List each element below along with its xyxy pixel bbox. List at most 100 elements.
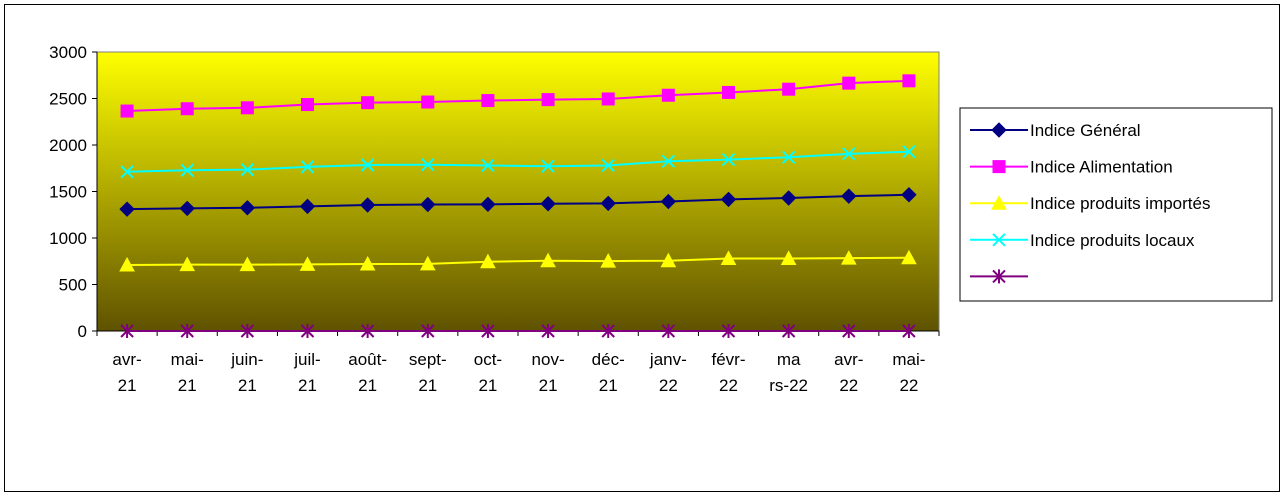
x-tick-label: nov-21: [532, 350, 565, 395]
data-point: [120, 104, 134, 118]
data-point: [481, 94, 495, 108]
data-point: [480, 253, 496, 269]
data-point: [301, 98, 314, 112]
legend-label: Indice produits importés: [1030, 194, 1210, 213]
data-point: [661, 154, 676, 168]
series-line: [127, 150, 909, 173]
series-line: [127, 256, 909, 266]
legend-marker: [992, 269, 1006, 284]
data-point: [781, 324, 796, 338]
data-point: [421, 324, 435, 338]
data-point: [660, 252, 677, 268]
series-1: [120, 74, 916, 118]
y-tick-label: 1000: [49, 229, 87, 248]
plot-area: [96, 51, 940, 332]
data-point: [480, 196, 496, 213]
series-line: [127, 193, 909, 211]
data-point: [721, 324, 736, 338]
y-tick-label: 1500: [49, 183, 87, 202]
series-3: [120, 144, 916, 179]
data-point: [601, 92, 615, 106]
data-point: [421, 158, 435, 172]
data-point: [541, 93, 555, 107]
data-point: [721, 152, 736, 167]
legend-item: Indice Alimentation: [970, 158, 1173, 177]
data-point: [720, 191, 737, 208]
data-point: [841, 188, 857, 204]
data-point: [361, 96, 375, 110]
legend-item: [970, 269, 1028, 284]
data-point: [722, 85, 735, 99]
data-point: [842, 76, 856, 90]
data-point: [720, 250, 737, 265]
data-point: [180, 324, 194, 338]
x-tick-label: avr-21: [112, 350, 141, 395]
data-point: [481, 324, 495, 338]
data-point: [180, 102, 194, 116]
data-point: [540, 196, 556, 212]
y-tick-label: 500: [59, 276, 87, 295]
data-point: [842, 147, 856, 161]
data-point: [179, 256, 196, 272]
data-point: [541, 159, 555, 173]
x-tick-label: mai-21: [171, 350, 204, 395]
data-point: [120, 165, 134, 179]
data-point: [300, 324, 315, 338]
data-point: [240, 324, 255, 338]
data-point: [239, 200, 256, 216]
legend-marker: [991, 122, 1007, 138]
x-tick-label: mai-22: [892, 350, 925, 395]
legend-marker: [991, 195, 1007, 210]
legend: Indice Général Indice Alimentation Indice …: [959, 107, 1273, 302]
y-tick-label: 2000: [49, 136, 87, 155]
data-point: [661, 324, 676, 338]
data-point: [359, 255, 376, 271]
data-point: [481, 158, 495, 173]
series-0: [119, 187, 917, 217]
data-point: [600, 195, 616, 212]
series-2: [119, 249, 917, 272]
data-point: [179, 200, 195, 217]
data-point: [299, 256, 316, 271]
data-point: [300, 160, 315, 174]
data-point: [601, 158, 615, 173]
data-point: [842, 324, 856, 338]
legend-item: Indice produits importés: [970, 194, 1210, 213]
legend-box: [959, 107, 1273, 302]
data-point: [780, 190, 797, 206]
x-tick-label: juil-21: [293, 350, 320, 395]
data-point: [299, 198, 316, 215]
x-tick-label: oct-21: [474, 350, 502, 395]
y-tick-label: 3000: [49, 43, 87, 62]
data-point: [781, 150, 796, 164]
series-line: [127, 79, 909, 113]
y-tick-label: 0: [78, 322, 87, 341]
legend-item: Indice Général: [970, 121, 1141, 140]
data-point: [840, 250, 857, 265]
data-point: [240, 162, 255, 177]
data-point: [359, 197, 376, 213]
data-point: [419, 255, 436, 271]
x-tick-label: déc-21: [592, 350, 625, 395]
legend-marker: [992, 160, 1006, 174]
legend-label: Indice Alimentation: [1030, 158, 1173, 177]
x-tick-label: sept-21: [409, 350, 447, 395]
x-tick-label: avr-22: [834, 350, 863, 395]
data-point: [360, 324, 375, 338]
data-point: [780, 250, 797, 265]
data-point: [120, 324, 134, 338]
y-tick-label: 2500: [49, 90, 87, 109]
data-point: [421, 95, 435, 109]
series-4: [120, 324, 916, 338]
x-tick-label: févr-22: [712, 350, 746, 395]
legend-item: Indice produits locaux: [970, 231, 1195, 250]
data-point: [119, 256, 135, 272]
data-point: [902, 74, 916, 88]
legend-marker: [992, 233, 1006, 247]
data-point: [901, 187, 917, 203]
data-point: [600, 253, 617, 268]
data-point: [661, 88, 675, 102]
data-point: [239, 256, 256, 272]
data-point: [541, 324, 555, 338]
